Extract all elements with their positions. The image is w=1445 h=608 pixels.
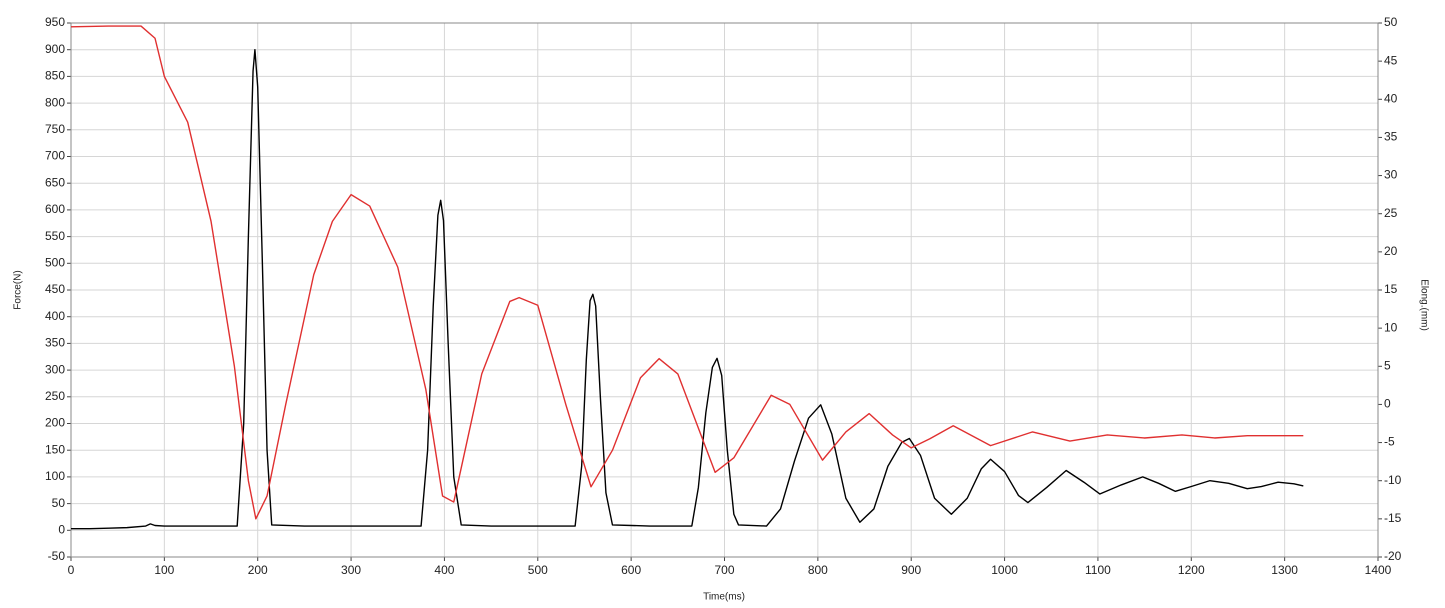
y-tick-label: 700 [45, 149, 65, 163]
x-tick-label: 200 [248, 563, 268, 577]
y2-tick-label: 30 [1384, 168, 1398, 182]
x-tick-label: 1400 [1365, 563, 1392, 577]
data-line [70, 25, 1304, 520]
y-tick-label: 50 [52, 496, 66, 510]
y2-tick-label: 40 [1384, 91, 1398, 105]
y-tick-label: 450 [45, 282, 65, 296]
x-tick-label: 100 [154, 563, 174, 577]
y-tick-label: 150 [45, 442, 65, 456]
x-tick-label: 300 [341, 563, 361, 577]
x-tick-label: 500 [528, 563, 548, 577]
y2-tick-label: 20 [1384, 244, 1398, 258]
x-tick-label: 1100 [1085, 563, 1111, 577]
y2-axis-label: Elong.(mm) [1418, 279, 1429, 331]
x-tick-label: 0 [68, 563, 75, 577]
y-tick-label: 800 [45, 95, 65, 109]
y2-tick-label: 5 [1384, 358, 1391, 372]
y-axis-label: Force(N) [13, 270, 24, 309]
y2-tick-label: -10 [1384, 473, 1402, 487]
y2-tick-label: 45 [1384, 53, 1398, 67]
x-tick-label: 800 [808, 563, 828, 577]
y-tick-label: 0 [58, 522, 65, 536]
y2-tick-label: -5 [1384, 435, 1395, 449]
y-tick-label: 500 [45, 255, 65, 269]
y-tick-label: 200 [45, 416, 65, 430]
y2-tick-label: 25 [1384, 206, 1398, 220]
y-tick-label: 850 [45, 69, 65, 83]
x-axis-label: Time(ms) [703, 592, 745, 603]
x-tick-label: 600 [621, 563, 641, 577]
x-tick-label: 1000 [991, 563, 1018, 577]
y-tick-label: -50 [48, 549, 66, 563]
y-tick-label: 250 [45, 389, 65, 403]
y2-tick-label: -20 [1384, 549, 1402, 563]
y-tick-label: 400 [45, 309, 65, 323]
y-tick-label: 650 [45, 175, 65, 189]
y-tick-label: 600 [45, 202, 65, 216]
y2-tick-label: -15 [1384, 511, 1402, 525]
y-tick-label: 550 [45, 229, 65, 243]
y-tick-label: 100 [45, 469, 65, 483]
plot-frame [70, 22, 1379, 558]
x-tick-label: 1300 [1271, 563, 1298, 577]
x-tick-label: 1200 [1178, 563, 1205, 577]
y-tick-label: 750 [45, 122, 65, 136]
y2-tick-label: 10 [1384, 320, 1398, 334]
data-line [71, 49, 1304, 530]
y-tick-label: 900 [45, 42, 65, 56]
x-tick-label: 900 [901, 563, 921, 577]
y2-tick-label: 35 [1384, 130, 1398, 144]
y-tick-label: 950 [45, 15, 65, 29]
y-tick-label: 300 [45, 362, 65, 376]
y-tick-label: 350 [45, 336, 65, 350]
y2-tick-label: 15 [1384, 282, 1398, 296]
y2-tick-label: 50 [1384, 15, 1398, 29]
x-tick-label: 400 [434, 563, 454, 577]
x-tick-label: 700 [714, 563, 734, 577]
y2-tick-label: 0 [1384, 397, 1391, 411]
